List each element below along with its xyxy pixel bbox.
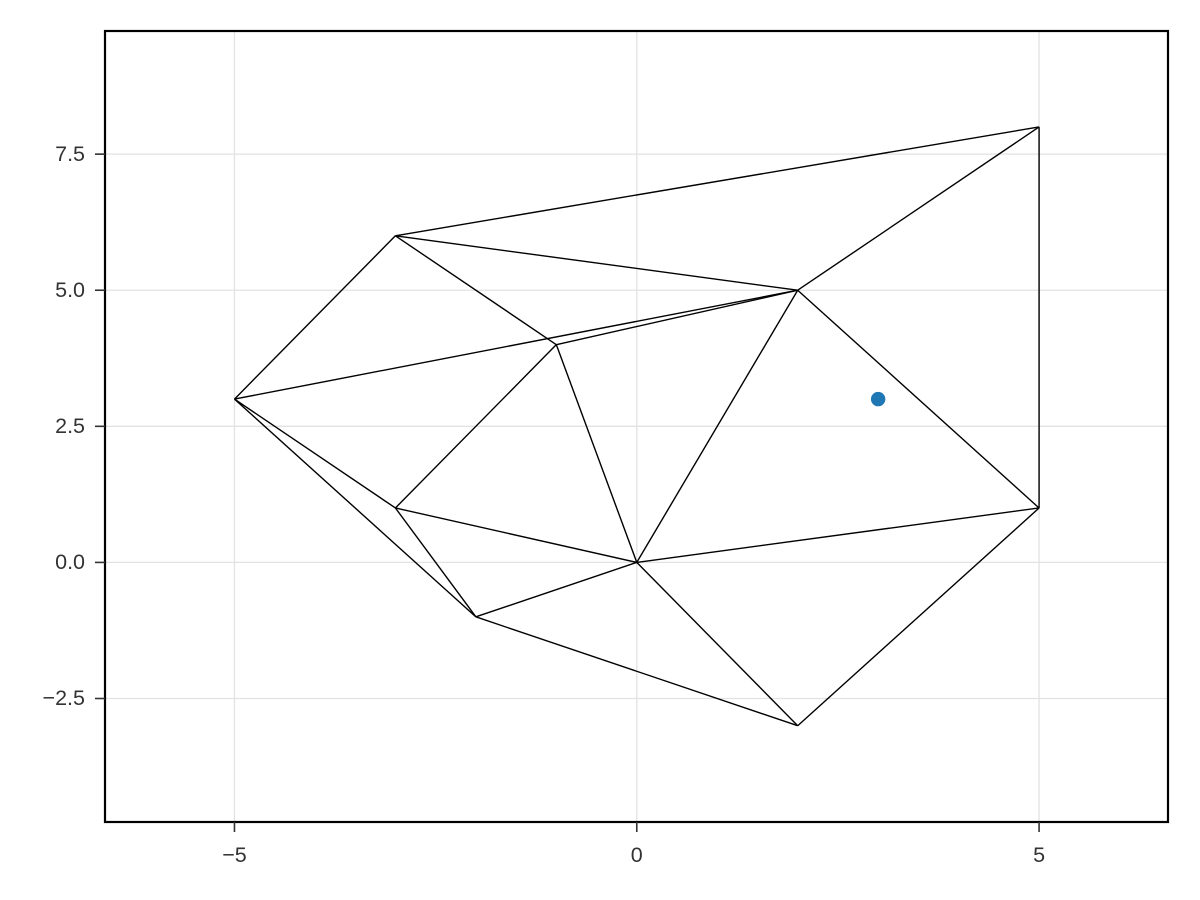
svg-text:−2.5: −2.5 [43,686,85,710]
svg-text:2.5: 2.5 [55,414,85,438]
svg-text:7.5: 7.5 [55,142,85,166]
svg-text:5.0: 5.0 [55,278,85,302]
svg-text:0: 0 [631,843,643,867]
svg-text:0.0: 0.0 [55,550,85,574]
svg-text:−5: −5 [222,843,247,867]
svg-text:5: 5 [1033,843,1045,867]
